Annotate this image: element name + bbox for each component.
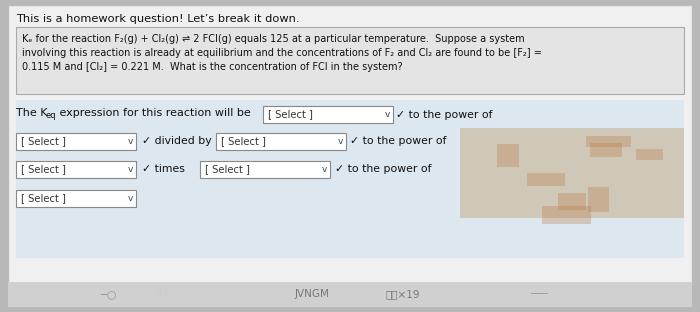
FancyBboxPatch shape <box>8 282 692 307</box>
Text: [ Select ]: [ Select ] <box>205 164 250 174</box>
FancyBboxPatch shape <box>8 5 692 285</box>
Text: 47: 47 <box>155 289 169 299</box>
Text: ✓ to the power of: ✓ to the power of <box>350 137 447 147</box>
Text: [ Select ]: [ Select ] <box>221 137 266 147</box>
Text: This is a homework question! Let’s break it down.: This is a homework question! Let’s break… <box>16 14 300 24</box>
Text: ───: ─── <box>530 289 547 299</box>
Text: v: v <box>128 137 134 146</box>
Text: ✓ to the power of: ✓ to the power of <box>396 110 493 119</box>
Text: eq: eq <box>45 111 55 120</box>
FancyBboxPatch shape <box>497 144 519 167</box>
FancyBboxPatch shape <box>588 187 609 212</box>
Text: v: v <box>338 137 344 146</box>
FancyBboxPatch shape <box>636 149 663 160</box>
FancyBboxPatch shape <box>542 206 591 224</box>
FancyBboxPatch shape <box>587 136 631 147</box>
Text: v: v <box>385 110 391 119</box>
Text: expression for this reaction will be: expression for this reaction will be <box>56 108 251 118</box>
Text: ✓ divided by: ✓ divided by <box>142 137 211 147</box>
Text: [ Select ]: [ Select ] <box>21 193 66 203</box>
Text: v: v <box>128 165 134 174</box>
Text: Kₑ for the reaction F₂(g) + Cl₂(g) ⇌ 2 FCI(g) equals 125 at a particular tempera: Kₑ for the reaction F₂(g) + Cl₂(g) ⇌ 2 F… <box>22 34 524 44</box>
FancyBboxPatch shape <box>200 161 330 178</box>
Text: JVNGM: JVNGM <box>295 289 330 299</box>
Text: v: v <box>128 194 134 203</box>
Text: 0.115 M and [Cl₂] = 0.221 M.  What is the concentration of FCI in the system?: 0.115 M and [Cl₂] = 0.221 M. What is the… <box>22 62 402 72</box>
FancyBboxPatch shape <box>460 128 684 218</box>
Text: [ Select ]: [ Select ] <box>21 164 66 174</box>
FancyBboxPatch shape <box>263 106 393 123</box>
FancyBboxPatch shape <box>216 133 346 150</box>
Text: ✓ times: ✓ times <box>142 164 185 174</box>
Text: involving this reaction is already at equilibrium and the concentrations of F₂ a: involving this reaction is already at eq… <box>22 48 542 58</box>
FancyBboxPatch shape <box>16 190 136 207</box>
Text: 竺竺×19: 竺竺×19 <box>385 289 419 299</box>
Text: ✓ to the power of: ✓ to the power of <box>335 164 431 174</box>
FancyBboxPatch shape <box>590 143 622 157</box>
FancyBboxPatch shape <box>16 133 136 150</box>
Text: [ Select ]: [ Select ] <box>268 110 313 119</box>
FancyBboxPatch shape <box>16 27 684 94</box>
FancyBboxPatch shape <box>16 100 684 258</box>
FancyBboxPatch shape <box>559 193 587 210</box>
FancyBboxPatch shape <box>527 173 565 186</box>
Text: v: v <box>322 165 328 174</box>
Text: The K: The K <box>16 108 48 118</box>
FancyBboxPatch shape <box>16 161 136 178</box>
Text: [ Select ]: [ Select ] <box>21 137 66 147</box>
Text: ─○: ─○ <box>100 289 116 299</box>
